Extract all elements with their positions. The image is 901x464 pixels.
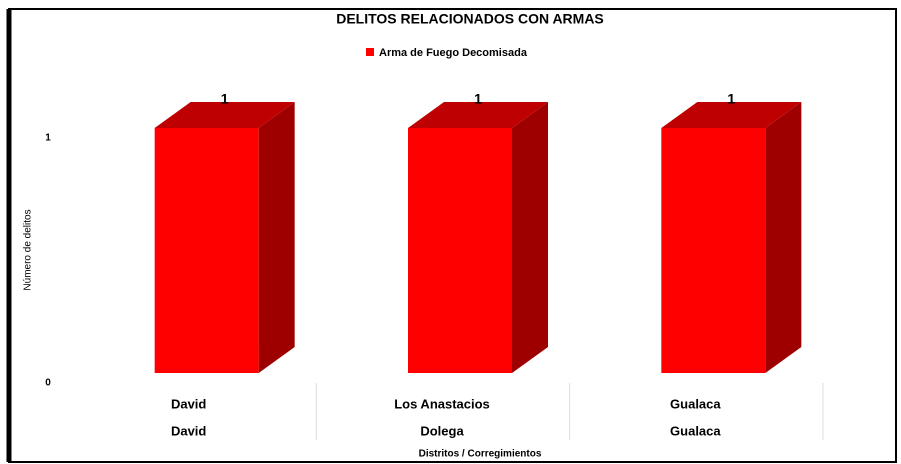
bar-top: [154, 102, 295, 128]
y-axis-title: Número de delitos: [23, 209, 34, 290]
bar-side: [258, 102, 295, 373]
legend-label: Arma de Fuego Decomisada: [379, 47, 528, 59]
bar-top: [661, 102, 802, 128]
bar-top: [408, 102, 548, 128]
x-group-label: David: [171, 423, 206, 438]
data-label: 1: [474, 91, 482, 107]
x-group-label: Gualaca: [670, 423, 721, 438]
chart-title: DELITOS RELACIONADOS CON ARMAS: [336, 11, 604, 27]
bar: [408, 128, 512, 373]
bar-side: [512, 102, 548, 373]
bar: [154, 128, 259, 373]
y-tick-label: 1: [45, 133, 51, 144]
data-label: 1: [727, 91, 735, 107]
bar: [661, 128, 766, 373]
legend-swatch: [366, 48, 374, 56]
bar-side: [765, 102, 802, 373]
data-label: 1: [221, 91, 229, 107]
x-tick-label: Gualaca: [670, 396, 721, 411]
x-group-label: Dolega: [420, 423, 464, 438]
x-axis-title: Distritos / Corregimientos: [419, 449, 542, 460]
x-tick-label: Los Anastacios: [394, 396, 490, 411]
y-tick-label: 0: [45, 378, 51, 389]
x-tick-label: David: [171, 396, 206, 411]
